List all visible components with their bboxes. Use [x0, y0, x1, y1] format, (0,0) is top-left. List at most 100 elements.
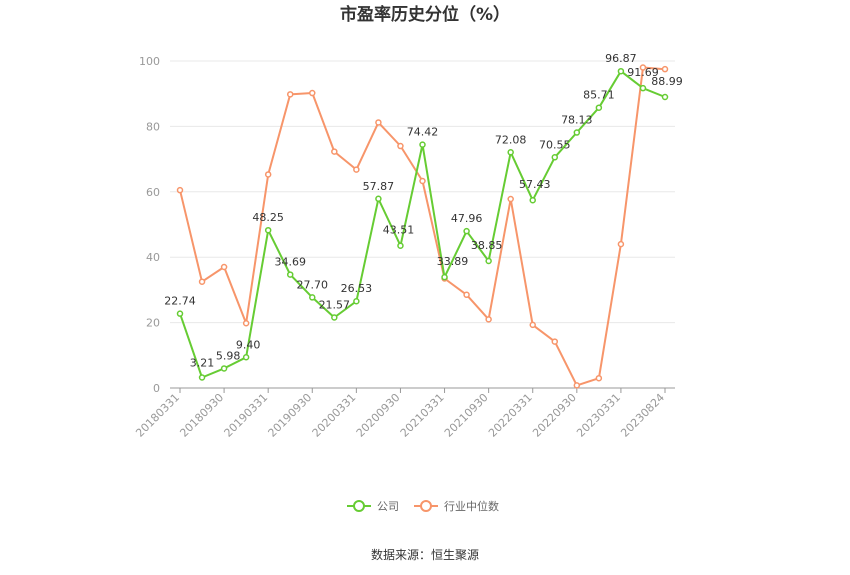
y-axis: 0 20 40 60 80 100 — [139, 55, 160, 395]
series-1-point — [661, 65, 669, 73]
series-0-point — [220, 365, 228, 372]
series-1-point — [573, 382, 581, 389]
series-1-point — [419, 177, 426, 185]
data-label: 78.13 — [561, 114, 593, 127]
data-label: 85.71 — [583, 89, 615, 102]
x-tick-label: 20190930 — [266, 391, 315, 440]
data-label: 70.55 — [539, 138, 571, 151]
series-1-point — [507, 195, 514, 203]
data-label: 3.21 — [190, 357, 215, 370]
series-1-point — [397, 142, 404, 150]
series-1-point — [353, 166, 360, 173]
series-1-point — [463, 291, 470, 299]
series-0-point — [286, 271, 294, 278]
data-label: 38.85 — [471, 239, 503, 252]
x-tick-label: 20220930 — [530, 391, 579, 440]
series-1-point — [264, 171, 272, 178]
y-tick-label: 80 — [146, 120, 160, 133]
data-label: 74.42 — [407, 126, 439, 139]
x-tick-label: 20180331 — [133, 391, 182, 440]
x-tick-label: 20210930 — [442, 391, 491, 440]
series-0-point — [242, 354, 250, 361]
data-label: 57.43 — [519, 178, 551, 191]
series-0-point — [397, 242, 404, 249]
x-tick-label: 20200930 — [354, 391, 403, 440]
data-label: 9.40 — [236, 338, 261, 351]
series-0-point — [441, 273, 448, 281]
data-label: 96.87 — [605, 52, 637, 65]
series-1-point — [176, 186, 184, 194]
data-label: 33.89 — [437, 255, 469, 268]
data-label: 22.74 — [164, 295, 196, 308]
data-label: 88.99 — [651, 75, 683, 88]
legend-item-0[interactable]: 公司 — [347, 500, 399, 513]
x-tick-label: 20220331 — [486, 391, 535, 440]
legend[interactable]: 公司 行业中位数 — [347, 499, 499, 513]
series-0-point — [463, 227, 470, 235]
data-labels: 22.74 3.215.989.40 48.25 34.69 27.70 21.57 26.… — [164, 52, 683, 369]
series-1-point — [639, 64, 647, 71]
data-label: 21.57 — [319, 298, 351, 311]
chart-title: 市盈率历史分位（%） — [340, 4, 510, 25]
series-0-point — [331, 314, 338, 321]
legend-marker — [353, 500, 365, 512]
series-1-point — [242, 320, 250, 327]
data-label: 47.96 — [451, 212, 483, 225]
legend-label: 行业中位数 — [444, 499, 499, 513]
series-0-point — [573, 129, 581, 136]
series-1-point — [220, 263, 228, 271]
series-0-point — [551, 154, 559, 161]
series-0-point — [661, 93, 669, 101]
data-label: 57.87 — [363, 180, 395, 193]
series-0-point — [595, 104, 603, 111]
data-label: 26.53 — [341, 282, 373, 295]
y-tick-label: 20 — [146, 317, 160, 330]
series-0-point — [375, 195, 382, 203]
series-1-point — [551, 338, 559, 345]
data-label: 34.69 — [274, 256, 306, 269]
x-axis: 2018033120180930201903312019093020200331… — [133, 387, 675, 440]
data-label: 48.25 — [252, 211, 284, 224]
y-tick-label: 0 — [153, 382, 160, 395]
series-0-point — [485, 257, 492, 265]
series-0-point — [176, 310, 184, 317]
series-1-point — [595, 374, 603, 382]
series-1-point — [198, 278, 206, 285]
source-note: 数据来源：恒生聚源 — [371, 547, 479, 562]
series-1-point — [529, 321, 536, 329]
x-tick-label: 20200331 — [310, 391, 359, 440]
series-0-point — [198, 374, 206, 381]
series-0-point — [419, 141, 426, 148]
series-1-point — [309, 89, 316, 97]
series-0-point — [353, 297, 360, 305]
data-label: 43.51 — [383, 224, 415, 237]
series-1-point — [331, 148, 338, 155]
series-1-point — [617, 240, 625, 248]
x-tick-label: 20210331 — [398, 391, 447, 440]
legend-item-1[interactable]: 行业中位数 — [414, 499, 499, 513]
legend-label: 公司 — [377, 500, 399, 513]
series-0-point — [529, 196, 536, 204]
series-0-point — [639, 84, 647, 92]
series-layer — [176, 64, 669, 389]
legend-marker — [420, 500, 432, 512]
x-tick-label: 20230824 — [618, 391, 667, 440]
y-tick-label: 40 — [146, 251, 160, 264]
series-0-point — [507, 149, 514, 156]
data-label: 5.98 — [216, 349, 241, 362]
series-1-point — [375, 119, 382, 126]
y-tick-label: 100 — [139, 55, 160, 68]
series-0-point — [617, 67, 625, 75]
x-tick-label: 20190331 — [222, 391, 271, 440]
series-0-point — [264, 226, 272, 234]
x-tick-label: 20180930 — [177, 391, 226, 440]
x-tick-label: 20230331 — [574, 391, 623, 440]
data-label: 72.08 — [495, 133, 527, 146]
series-1-point — [286, 91, 294, 98]
y-tick-label: 60 — [146, 186, 160, 199]
series-1-point — [485, 316, 492, 323]
data-label: 91.69 — [627, 66, 659, 79]
series-0-point — [309, 294, 316, 301]
data-label: 27.70 — [297, 278, 329, 291]
